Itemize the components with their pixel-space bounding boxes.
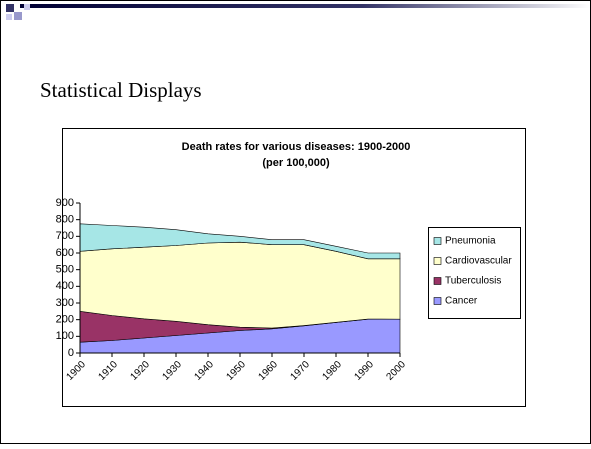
legend-swatch [433, 257, 442, 265]
chart-subtitle: (per 100,000) [262, 157, 330, 169]
y-tick-label: 400 [56, 280, 74, 292]
top-bar [20, 4, 590, 8]
y-tick-label: 300 [56, 297, 74, 309]
legend-swatch [433, 297, 442, 305]
legend-label: Cancer [445, 296, 478, 307]
y-tick-label: 100 [56, 330, 74, 342]
legend-label: Tuberculosis [445, 276, 501, 287]
legend-box [428, 227, 521, 319]
y-tick-label: 600 [56, 247, 74, 259]
chart-title: Death rates for various diseases: 1900-2… [182, 141, 411, 153]
legend-swatch [433, 277, 442, 285]
area [79, 223, 401, 260]
legend-swatch [433, 237, 442, 245]
y-tick-label: 700 [56, 230, 74, 242]
corner-squares [6, 4, 30, 20]
legend-label: Pneumonia [445, 236, 496, 247]
slide-title: Statistical Displays [40, 78, 202, 102]
y-tick-label: 500 [56, 264, 74, 276]
y-tick-label: 0 [68, 347, 74, 359]
y-tick-label: 200 [56, 314, 74, 326]
y-tick-label: 900 [56, 197, 74, 209]
legend-label: Cardiovascular [445, 256, 512, 267]
y-tick-label: 800 [56, 214, 74, 226]
